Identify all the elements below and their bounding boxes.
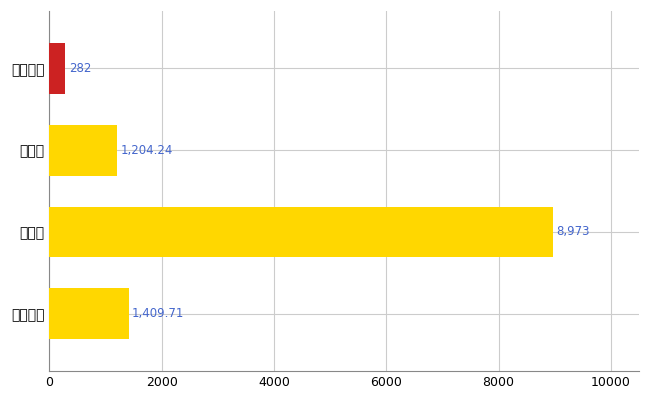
Bar: [49, 207, 553, 257]
Text: 1,204.24: 1,204.24: [120, 144, 173, 157]
Text: 8,973: 8,973: [556, 226, 590, 238]
Bar: [49, 288, 129, 339]
Text: 1,409.71: 1,409.71: [132, 307, 185, 320]
Bar: [49, 43, 65, 94]
Bar: [49, 125, 117, 176]
Text: 282: 282: [69, 62, 91, 75]
